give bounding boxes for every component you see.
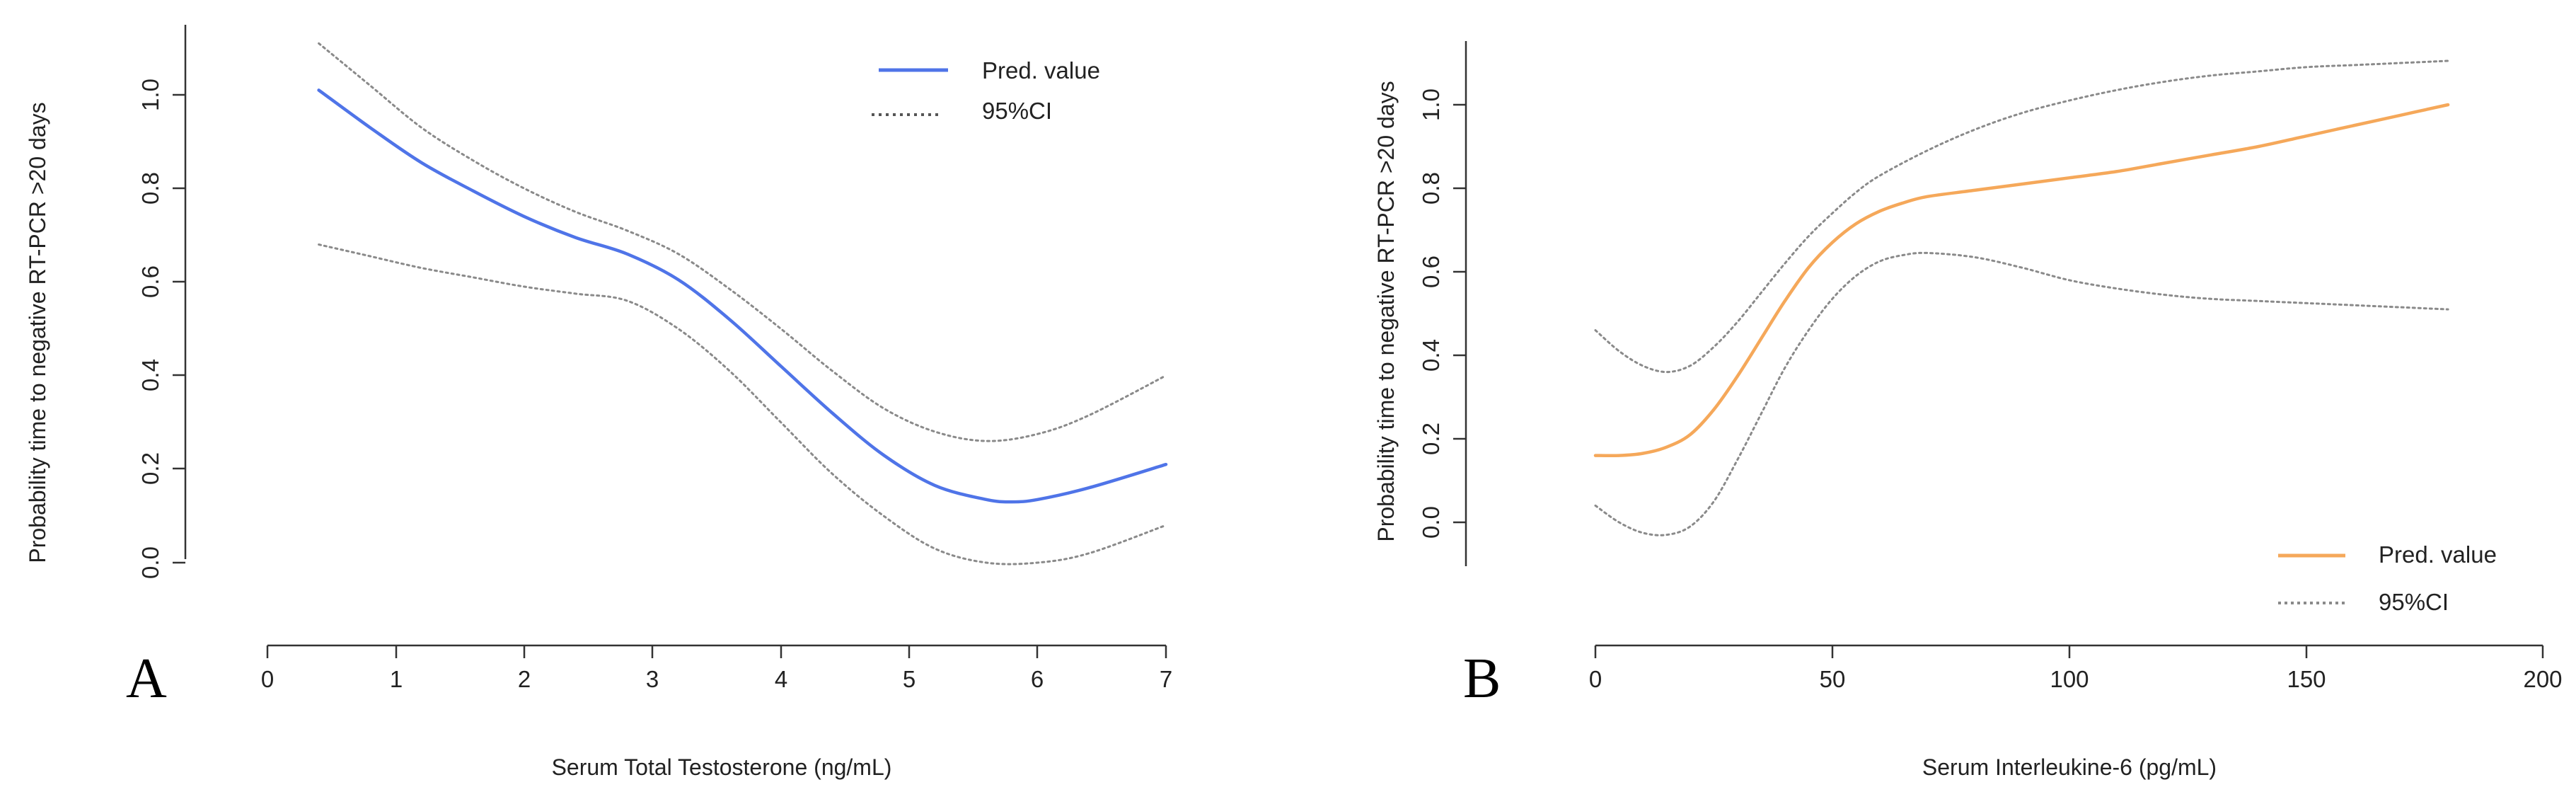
panel-b-plot-area	[1593, 59, 2450, 536]
panel-b-pred-value-line	[1593, 103, 2450, 458]
panel-a-y-tick-label: 0.6	[137, 265, 163, 298]
panel-a-y-tick-label: 0.4	[137, 359, 163, 391]
panel-b-x-tick-label: 0	[1589, 666, 1602, 692]
panel-b-y-axis-title: Probability time to negative RT-PCR >20 …	[1373, 81, 1399, 541]
panel-b-legend-pred-label: Pred. value	[2379, 541, 2497, 568]
panel-b-y-tick-label: 0.0	[1418, 506, 1444, 539]
panel-a-x-tick-label: 4	[775, 666, 787, 692]
panel-b-y-tick-label: 1.0	[1418, 88, 1444, 121]
panel-a-legend-ci-label: 95%CI	[982, 98, 1052, 124]
panel-a-legend: Pred. value 95%CI	[872, 57, 1100, 124]
panel-a-x-tick-label: 2	[518, 666, 531, 692]
panel-a-x-tick-label: 1	[390, 666, 403, 692]
panel-a-y-axis: 0.0 0.2 0.4 0.6 0.8 1.0	[137, 25, 187, 579]
panel-a-x-tick-label: 7	[1160, 666, 1172, 692]
panel-a: A Serum Total Testosterone (ng/mL) Proba…	[25, 25, 1172, 780]
panel-b-x-tick-label: 200	[2523, 666, 2562, 692]
panel-b-x-axis-title: Serum Interleukine-6 (pg/mL)	[1922, 754, 2217, 780]
panel-a-letter: A	[126, 648, 167, 710]
panel-a-y-tick-label: 0.0	[137, 546, 163, 579]
panel-b-y-tick-label: 0.6	[1418, 255, 1444, 288]
panel-b: B Serum Interleukine-6 (pg/mL) Probabili…	[1373, 41, 2563, 780]
panel-b-y-tick-label: 0.2	[1418, 423, 1444, 455]
panel-b-y-tick-label: 0.8	[1418, 172, 1444, 205]
panel-b-letter: B	[1463, 648, 1501, 710]
panel-a-x-tick-label: 5	[903, 666, 916, 692]
panel-b-x-tick-label: 150	[2287, 666, 2326, 692]
panel-a-y-tick-label: 0.8	[137, 172, 163, 205]
panel-a-x-axis-title: Serum Total Testosterone (ng/mL)	[552, 754, 892, 780]
panel-a-y-tick-label: 0.2	[137, 452, 163, 485]
panel-b-legend-ci-label: 95%CI	[2379, 589, 2449, 615]
panel-b-legend: Pred. value 95%CI	[2278, 541, 2497, 615]
panel-a-plot-area	[317, 42, 1168, 565]
panel-a-ci-lower-line	[318, 243, 1167, 565]
panel-b-x-tick-label: 100	[2050, 666, 2089, 692]
panel-a-pred-value-line	[317, 88, 1168, 504]
panel-b-ci-lower-line	[1594, 251, 2449, 536]
panel-a-y-tick-label: 1.0	[137, 79, 163, 111]
panel-b-x-tick-label: 50	[1820, 666, 1846, 692]
panel-b-ci-upper-line	[1594, 59, 2449, 374]
panel-b-y-axis: 0.0 0.2 0.4 0.6 0.8 1.0	[1418, 41, 1467, 566]
panel-a-ci-upper-line	[318, 42, 1167, 442]
panel-a-x-tick-label: 6	[1031, 666, 1044, 692]
panel-a-y-axis-title: Probability time to negative RT-PCR >20 …	[25, 102, 50, 563]
panel-a-legend-pred-label: Pred. value	[982, 57, 1100, 84]
panel-a-x-tick-label: 0	[261, 666, 274, 692]
panel-a-x-axis: 0 1 2 3 4 5 6 7	[261, 644, 1172, 692]
panel-a-x-tick-label: 3	[646, 666, 659, 692]
panel-b-y-tick-label: 0.4	[1418, 339, 1444, 372]
panel-b-x-axis: 0 50 100 150 200	[1589, 644, 2563, 692]
